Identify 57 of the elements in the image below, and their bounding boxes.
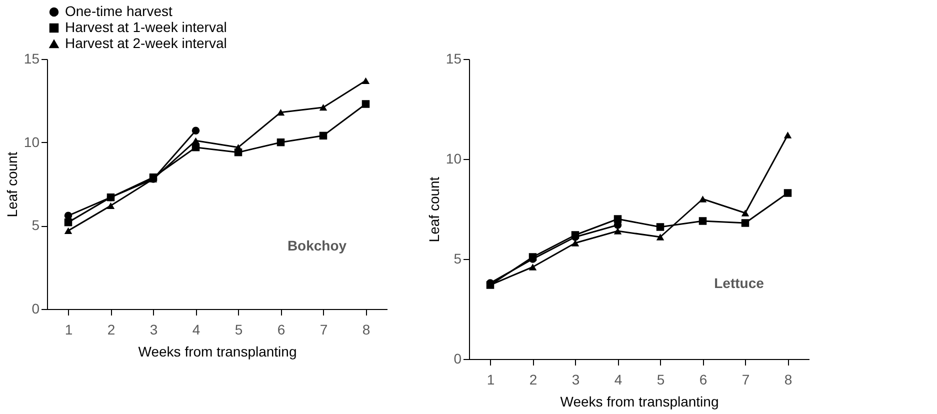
- x-tick-label: 5: [234, 322, 243, 338]
- point: [106, 193, 115, 202]
- y-tick-label: 15: [446, 50, 462, 66]
- legend-label: One-time harvest: [65, 3, 172, 19]
- legend-label: Harvest at 1-week interval: [65, 19, 227, 35]
- x-tick-label: 1: [64, 322, 73, 338]
- x-tick-label: 1: [486, 372, 495, 388]
- x-tick-label: 3: [572, 372, 580, 388]
- point: [784, 132, 792, 138]
- point: [276, 138, 285, 146]
- point: [741, 219, 750, 227]
- point: [276, 108, 285, 116]
- point: [64, 227, 72, 234]
- y-tick-label: 5: [32, 217, 40, 234]
- point: [362, 100, 370, 108]
- x-axis-title: Weeks from transplanting: [138, 344, 297, 360]
- point: [571, 240, 580, 246]
- x-tick-label: 4: [192, 322, 200, 338]
- y-tick-label: 0: [454, 350, 462, 366]
- y-axis-title: Leaf count: [4, 152, 20, 218]
- y-tick-label: 5: [454, 250, 462, 266]
- point: [362, 77, 370, 84]
- x-tick-label: 4: [614, 372, 622, 388]
- y-tick-label: 10: [24, 134, 40, 150]
- point: [741, 210, 750, 216]
- point: [698, 196, 707, 202]
- y-tick-label: 15: [24, 50, 40, 66]
- legend-label: Harvest at 2-week interval: [65, 35, 227, 51]
- annotation: Bokchoy: [287, 238, 347, 254]
- x-tick-label: 8: [362, 322, 370, 338]
- x-tick-label: 7: [320, 322, 328, 338]
- point: [106, 202, 115, 210]
- y-tick-label: 0: [32, 300, 40, 316]
- point: [64, 218, 72, 226]
- point: [192, 137, 200, 144]
- x-tick-label: 2: [107, 322, 116, 338]
- point: [192, 126, 200, 135]
- point: [698, 217, 707, 225]
- y-tick-label: 10: [446, 150, 462, 166]
- point: [614, 228, 622, 234]
- point: [784, 189, 792, 197]
- point: [319, 132, 328, 140]
- point: [528, 264, 537, 270]
- annotation: Lettuce: [714, 275, 764, 291]
- point: [614, 215, 622, 223]
- point: [319, 104, 328, 111]
- x-tick-label: 7: [742, 372, 750, 388]
- y-axis-title: Leaf count: [426, 176, 442, 242]
- x-tick-label: 2: [529, 372, 538, 388]
- x-axis-title: Weeks from transplanting: [560, 394, 719, 410]
- x-tick-label: 6: [277, 322, 286, 338]
- x-tick-label: 5: [656, 372, 665, 388]
- x-tick-label: 8: [784, 372, 792, 388]
- point: [656, 223, 664, 231]
- point: [656, 234, 664, 240]
- x-tick-label: 6: [699, 372, 708, 388]
- x-tick-label: 3: [150, 322, 158, 338]
